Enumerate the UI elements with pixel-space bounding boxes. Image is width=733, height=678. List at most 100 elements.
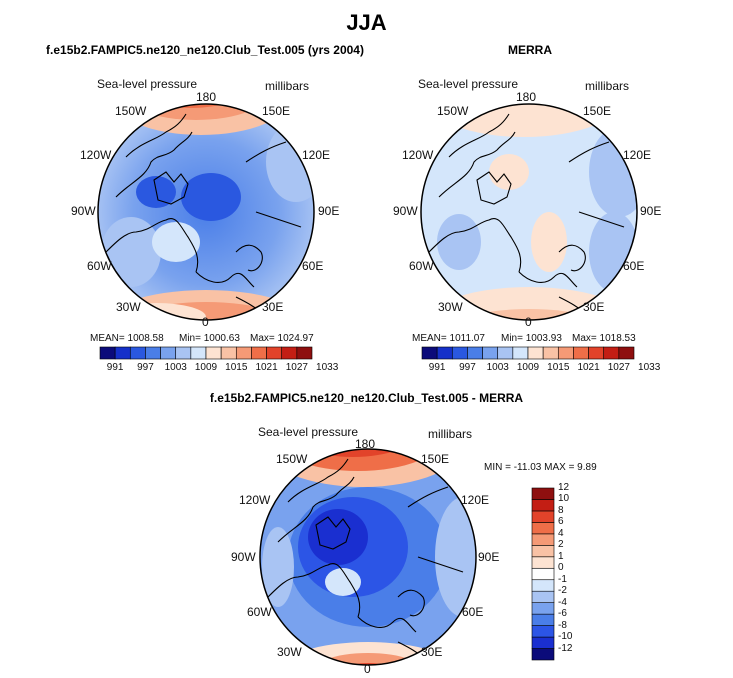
colorbar-tick-label: 6: [558, 516, 564, 528]
colorbar-tick-label: 10: [558, 493, 570, 505]
colorbar-swatch: [531, 533, 555, 546]
units-label-diff: millibars: [428, 427, 473, 441]
colorbar-tick-label: 1027: [607, 362, 630, 373]
colorbar-swatch: [296, 346, 313, 360]
lon-label-120w: 120W: [80, 148, 112, 162]
colorbar-swatch: [531, 579, 555, 592]
colorbar-tick-label: 1015: [547, 362, 570, 373]
colorbar-tick-label: 12: [558, 482, 570, 493]
colorbar-swatch: [531, 510, 555, 523]
colorbar-swatch: [99, 346, 116, 360]
colorbar-tick-label: -8: [558, 619, 567, 631]
colorbar-swatch: [451, 346, 468, 360]
variable-label-model: Sea-level pressure: [97, 77, 198, 91]
lon-label-90w: 90W: [231, 550, 256, 564]
lon-label-60e: 60E: [462, 605, 484, 619]
colorbar-tick-label: -1: [558, 573, 567, 585]
lon-label-150w: 150W: [437, 104, 469, 118]
colorbar-swatch: [527, 346, 544, 360]
colorbar-tick-label: 1009: [194, 362, 218, 373]
colorbar-swatch: [129, 346, 146, 360]
colorbar-swatch: [531, 613, 555, 626]
variable-label-diff: Sea-level pressure: [258, 425, 359, 439]
lon-label-90e: 90E: [478, 550, 500, 564]
colorbar-tick-label: 2: [558, 539, 564, 551]
lon-label-150w: 150W: [276, 452, 308, 466]
colorbar-swatch: [235, 346, 252, 360]
polar-map-diff: [259, 448, 477, 666]
colorbar-swatch: [436, 346, 453, 360]
lon-label-120e: 120E: [623, 148, 652, 162]
stat-min-model: Min= 1000.63: [179, 333, 240, 344]
colorbar-swatch: [175, 346, 192, 360]
lon-label-30e: 30E: [421, 645, 443, 659]
variable-label-obs: Sea-level pressure: [418, 77, 519, 91]
lon-label-150e: 150E: [421, 452, 450, 466]
colorbar-tick-label: 8: [558, 504, 564, 516]
lon-label-120w: 120W: [239, 493, 271, 507]
colorbar-swatch: [542, 346, 559, 360]
colorbar-tick-label: 1: [558, 550, 564, 562]
lon-label-180: 180: [196, 90, 217, 104]
lon-label-180: 180: [516, 90, 537, 104]
colorbar-swatch: [531, 499, 555, 512]
lon-label-150e: 150E: [262, 104, 291, 118]
lon-label-150w: 150W: [115, 104, 147, 118]
colorbar-tick-label: 1021: [577, 362, 600, 373]
colorbar-swatch: [531, 625, 555, 638]
lon-label-120e: 120E: [302, 148, 331, 162]
panel-title-obs: MERRA: [508, 43, 552, 57]
stat-mean-model: MEAN= 1008.58: [90, 333, 164, 344]
stat-max-model: Max= 1024.97: [250, 333, 314, 344]
colorbar-tick-label: -10: [558, 631, 573, 643]
colorbar-swatch: [531, 545, 555, 558]
colorbar-swatch: [160, 346, 177, 360]
colorbar-swatch: [603, 346, 620, 360]
colorbar-swatch: [531, 556, 555, 569]
colorbar-swatch: [618, 346, 635, 360]
colorbar-tick-label: 1015: [225, 362, 248, 373]
colorbar-swatch: [421, 346, 438, 360]
lon-label-60w: 60W: [409, 259, 434, 273]
colorbar-swatch: [531, 590, 555, 603]
colorbar-tick-label: -4: [558, 596, 567, 608]
colorbar-swatch: [114, 346, 131, 360]
lon-label-90e: 90E: [640, 204, 662, 218]
colorbar-tick-label: 1009: [516, 362, 540, 373]
colorbar-swatch: [531, 522, 555, 535]
colorbar-obs: [421, 346, 635, 360]
lon-label-30w: 30W: [277, 645, 302, 659]
polar-map-model: [97, 103, 315, 321]
lon-label-180: 180: [355, 437, 376, 451]
units-label-obs: millibars: [585, 79, 630, 93]
colorbar-tick-label: 997: [137, 362, 154, 373]
colorbar-tick-label: -6: [558, 608, 567, 620]
panel-title-diff: f.e15b2.FAMPIC5.ne120_ne120.Club_Test.00…: [209, 391, 524, 405]
lon-label-30e: 30E: [583, 300, 605, 314]
colorbar-swatch: [557, 346, 574, 360]
lon-label-0: 0: [202, 315, 209, 329]
colorbar-swatch: [251, 346, 267, 360]
lon-label-30w: 30W: [116, 300, 141, 314]
colorbar-tick-label: 997: [459, 362, 476, 373]
colorbar-swatch: [512, 346, 529, 360]
colorbar-swatch: [531, 487, 555, 500]
stat-minmax-diff: MIN = -11.03 MAX = 9.89: [484, 462, 597, 473]
lon-label-120e: 120E: [461, 493, 490, 507]
lon-label-30e: 30E: [262, 300, 284, 314]
colorbar-swatch: [145, 346, 161, 360]
colorbar-tick-label: 4: [558, 527, 564, 539]
colorbar-swatch: [531, 567, 555, 581]
panel-title-model: f.e15b2.FAMPIC5.ne120_ne120.Club_Test.00…: [46, 43, 364, 57]
stat-max-obs: Max= 1018.53: [572, 333, 636, 344]
colorbar-swatch: [531, 648, 555, 661]
lon-label-60e: 60E: [302, 259, 324, 273]
colorbar-swatch: [205, 346, 222, 360]
lon-label-0: 0: [525, 315, 532, 329]
lon-label-0: 0: [364, 662, 371, 676]
colorbar-swatch: [531, 602, 555, 615]
figure-title: JJA: [346, 10, 387, 35]
polar-map-obs: [420, 103, 638, 321]
lon-label-60e: 60E: [623, 259, 645, 273]
colorbar-tick-label: 1027: [285, 362, 308, 373]
